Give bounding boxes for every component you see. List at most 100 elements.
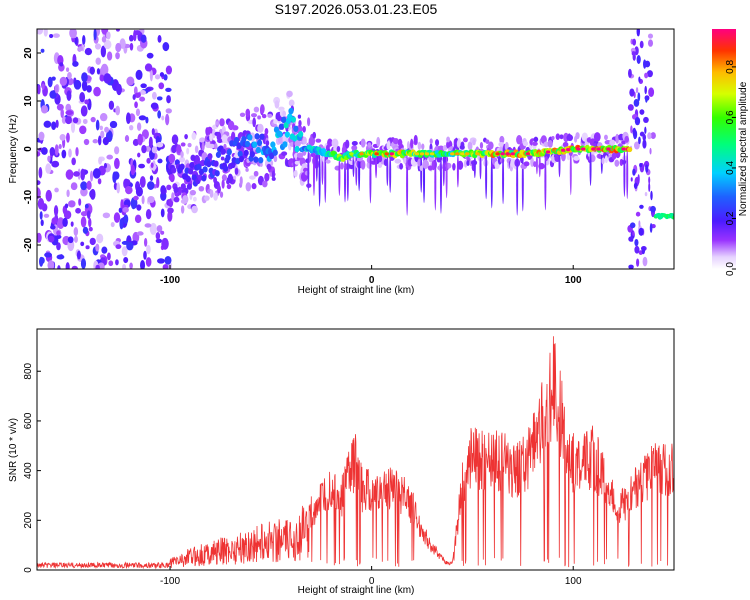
spectrogram-cell — [140, 83, 147, 89]
spectrogram-cell — [82, 226, 89, 234]
spectrogram-cell — [560, 148, 566, 152]
spectrogram-cell — [239, 112, 246, 118]
spectrogram-cell — [259, 133, 265, 140]
spectrogram-cell — [394, 158, 402, 164]
spectrogram-cell — [638, 227, 644, 236]
spectrogram-cell — [606, 147, 611, 151]
spectrogram-cell — [114, 146, 120, 155]
spectrogram-cell — [639, 204, 644, 209]
spectrogram-cell — [349, 152, 354, 156]
spectrogram-cell — [45, 163, 52, 174]
spectrogram-cell — [52, 33, 60, 38]
spectrogram-cell — [336, 145, 341, 153]
spectrogram-cell — [208, 143, 216, 149]
snr-x-tick-label: 100 — [565, 576, 582, 587]
spectrogram-cell — [531, 141, 538, 146]
spectrogram-cell — [191, 205, 198, 214]
spectrogram-cell — [636, 258, 640, 267]
spectrogram-cell — [37, 180, 41, 186]
spectrogram-cell — [102, 136, 110, 146]
spectrogram-cell — [290, 116, 297, 123]
spectrogram-cell — [65, 67, 70, 72]
spectrogram-cell — [221, 174, 227, 181]
spectrogram-cell — [209, 133, 213, 142]
spectrogram-cell — [628, 264, 634, 269]
spectrogram-cell — [75, 147, 79, 157]
spectrogram-cell — [237, 150, 243, 158]
spectrogram-cell — [55, 119, 59, 128]
spectrogram-cell — [82, 118, 88, 125]
spectrogram-cell — [359, 152, 364, 156]
spectrogram-cell — [671, 215, 674, 220]
spectrogram-cell — [108, 100, 115, 110]
colorbar-tick-label: 0.6 — [725, 110, 736, 124]
spectrogram-cell — [459, 144, 465, 150]
spectrogram-cell — [56, 242, 61, 251]
spectrogram-cell — [80, 105, 88, 117]
spectrogram-cell — [47, 260, 55, 269]
spectrogram-cell — [472, 139, 476, 146]
spectrogram-cell — [479, 153, 482, 180]
spectrogram-cell — [123, 256, 129, 264]
spectrogram-cell — [431, 160, 436, 171]
spectrogram-cell — [455, 152, 460, 156]
spectrogram-cell — [615, 133, 619, 144]
spectrogram-cell — [156, 96, 163, 101]
spectrogram-cell — [282, 141, 288, 148]
spectrogram-cell — [232, 125, 239, 131]
spectrogram-cell — [544, 156, 548, 162]
spectrogram-cell — [632, 168, 636, 176]
spectrogram-cell — [530, 157, 534, 167]
spectrogram-cell — [140, 259, 146, 269]
spectrogram-cell — [123, 178, 131, 187]
spectrogram-cell — [628, 236, 634, 242]
spectrogram-cell — [55, 234, 62, 239]
spectrogram-cell — [523, 161, 530, 167]
spectrogram-cell — [146, 52, 154, 59]
spectrogram-cell — [143, 237, 148, 247]
spectrogram-cell — [644, 191, 648, 197]
spectrogram-cell — [413, 134, 418, 145]
spectrogram-cell — [180, 205, 185, 214]
spectrogram-cell — [97, 178, 102, 185]
spectrogram-cell — [54, 84, 59, 94]
spectrogram-cell — [609, 139, 616, 146]
spectrogram-x-tick-label: 100 — [565, 275, 582, 286]
spectrogram-cell — [146, 157, 151, 164]
spectrogram-cell — [298, 131, 304, 138]
spectrogram-cell — [115, 259, 119, 266]
spectrogram-cell — [525, 152, 531, 156]
spectrogram-cell — [540, 135, 547, 144]
spectrogram-cell — [109, 120, 118, 129]
spectrogram-cell — [102, 212, 111, 219]
spectrogram-cell — [173, 186, 179, 194]
spectrogram-cell — [88, 226, 93, 232]
spectrogram-cell — [79, 125, 87, 135]
spectrogram-cell — [267, 113, 273, 118]
spectrogram-cell — [593, 132, 601, 142]
spectrogram-cell — [156, 177, 160, 189]
spectrogram-cell — [544, 152, 547, 211]
spectrogram-cell — [65, 116, 72, 125]
spectrogram-cell — [543, 141, 549, 148]
spectrogram-cell — [254, 133, 260, 140]
spectrogram-cell — [351, 140, 358, 146]
spectrogram-cell — [410, 138, 414, 149]
spectrogram-cell — [49, 34, 54, 39]
spectrogram-cell — [147, 196, 155, 203]
spectrogram-cell — [138, 115, 147, 121]
spectrogram-cell — [376, 136, 381, 147]
spectrogram-cell — [223, 143, 227, 150]
spectrogram-y-tick-label: -20 — [23, 237, 34, 252]
spectrogram-cell — [188, 167, 194, 175]
spectrogram-cell — [121, 246, 128, 257]
spectrogram-cell — [631, 51, 636, 56]
spectrogram-cell — [160, 185, 167, 195]
spectrogram-cell — [445, 153, 448, 199]
spectrogram-cell — [611, 152, 617, 160]
spectrogram-cell — [435, 139, 440, 147]
spectrogram-cell — [639, 131, 645, 137]
spectrogram-cell — [68, 200, 76, 208]
spectrogram-cell — [647, 33, 654, 39]
spectrogram-cell — [151, 128, 155, 136]
